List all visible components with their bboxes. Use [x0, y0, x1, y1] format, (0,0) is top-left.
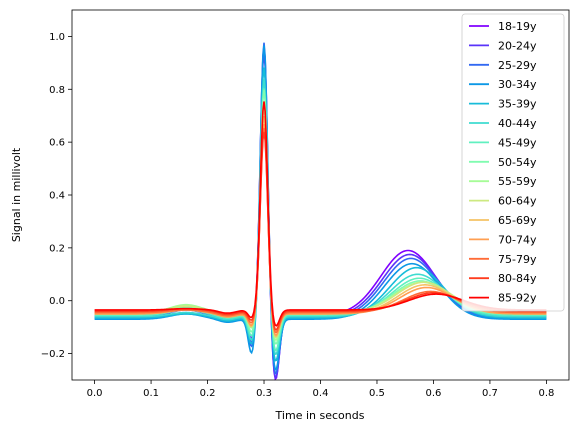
x-tick-label: 0.3 [256, 388, 272, 399]
y-tick-label: 0.8 [49, 85, 65, 96]
legend-label: 85-92y [498, 292, 537, 305]
y-axis-label: Signal in millivolt [10, 147, 23, 242]
x-axis-ticks: 0.0 0.1 0.2 0.3 0.4 0.5 0.6 0.7 0.8 [87, 380, 554, 399]
legend-label: 35-39y [498, 98, 537, 111]
y-axis-ticks: −0.2 0.0 0.2 0.4 0.6 0.8 1.0 [41, 32, 72, 360]
y-tick-label: 1.0 [49, 32, 65, 43]
legend-label: 18-19y [498, 20, 537, 33]
x-tick-label: 0.8 [538, 388, 554, 399]
x-tick-label: 0.4 [313, 388, 329, 399]
y-tick-label: 0.2 [49, 243, 65, 254]
legend-label: 60-64y [498, 195, 537, 208]
x-tick-label: 0.5 [369, 388, 385, 399]
legend: 18-19y 20-24y 25-29y 30-34y 35-39y 40-44y 45-4… [461, 13, 565, 312]
x-tick-label: 0.1 [143, 388, 159, 399]
x-tick-label: 0.6 [426, 388, 442, 399]
x-tick-label: 0.7 [482, 388, 498, 399]
y-tick-label: −0.2 [41, 349, 65, 360]
legend-label: 80-84y [498, 272, 537, 285]
y-tick-label: 0.6 [49, 138, 65, 149]
y-tick-label: 0.4 [49, 191, 65, 202]
legend-box [461, 13, 565, 312]
legend-label: 25-29y [498, 59, 537, 72]
legend-label: 70-74y [498, 233, 537, 246]
legend-label: 40-44y [498, 117, 537, 130]
legend-label: 55-59y [498, 175, 537, 188]
legend-label: 50-54y [498, 156, 537, 169]
legend-label: 75-79y [498, 253, 537, 266]
legend-label: 45-49y [498, 136, 537, 149]
x-tick-label: 0.2 [200, 388, 216, 399]
legend-label: 20-24y [498, 39, 537, 52]
legend-label: 30-34y [498, 78, 537, 91]
legend-label: 65-69y [498, 214, 537, 227]
y-tick-label: 0.0 [49, 296, 65, 307]
x-axis-label: Time in seconds [275, 409, 365, 422]
x-tick-label: 0.0 [87, 388, 103, 399]
